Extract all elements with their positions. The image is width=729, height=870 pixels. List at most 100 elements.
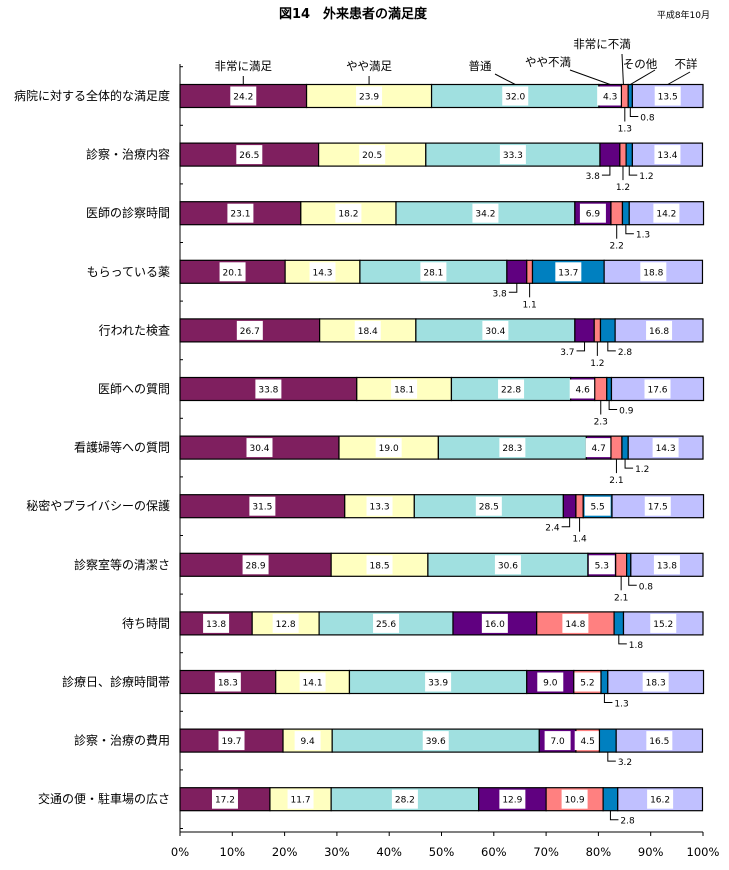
data-label: 14.8 bbox=[565, 620, 585, 630]
bar-segment bbox=[593, 318, 602, 343]
x-tick-label: 90% bbox=[638, 845, 664, 859]
bar-segment bbox=[613, 611, 625, 636]
category-label: 診療日、診療時間帯 bbox=[62, 674, 170, 689]
callout-line bbox=[625, 224, 634, 235]
data-label: 1.3 bbox=[618, 125, 632, 135]
data-label: 32.0 bbox=[505, 93, 525, 103]
data-label: 5.5 bbox=[590, 503, 604, 513]
data-label: 17.5 bbox=[648, 503, 668, 513]
data-label: 17.2 bbox=[215, 796, 235, 806]
data-label: 23.9 bbox=[359, 93, 379, 103]
legend-label: やや不満 bbox=[525, 55, 571, 69]
data-label-bg bbox=[654, 86, 681, 106]
bar-segment bbox=[575, 494, 584, 519]
data-label: 12.8 bbox=[276, 620, 296, 630]
data-label: 5.2 bbox=[580, 679, 594, 689]
data-label: 34.2 bbox=[475, 210, 495, 220]
data-label: 4.6 bbox=[576, 386, 591, 396]
data-label: 28.5 bbox=[479, 503, 499, 513]
data-label-bg bbox=[574, 731, 601, 751]
data-label: 10.9 bbox=[565, 796, 585, 806]
category-label: 医師の診察時間 bbox=[86, 205, 170, 220]
data-label: 18.3 bbox=[218, 679, 238, 689]
data-label-bg bbox=[481, 613, 508, 633]
data-label: 22.8 bbox=[501, 386, 521, 396]
data-label-bg bbox=[597, 86, 624, 106]
data-label: 3.8 bbox=[586, 172, 601, 182]
data-label: 39.6 bbox=[426, 737, 446, 747]
data-label-bg bbox=[391, 379, 418, 399]
category-label: 行われた検査 bbox=[99, 323, 170, 337]
legend-label: 非常に不満 bbox=[573, 37, 631, 51]
data-label: 2.1 bbox=[609, 476, 623, 486]
data-label-bg bbox=[366, 496, 393, 516]
data-label-bg bbox=[652, 438, 679, 458]
data-label: 13.8 bbox=[206, 620, 226, 630]
data-label: 20.1 bbox=[223, 268, 243, 278]
data-label-bg bbox=[569, 379, 596, 399]
data-label-bg bbox=[422, 731, 449, 751]
data-label: 14.3 bbox=[312, 268, 332, 278]
data-label: 12.9 bbox=[502, 796, 522, 806]
category-label: 看護婦等への質問 bbox=[74, 440, 170, 455]
data-label-bg bbox=[375, 438, 402, 458]
data-label-bg bbox=[482, 320, 509, 340]
category-label: もらっている薬 bbox=[87, 265, 170, 279]
callout-line bbox=[601, 166, 611, 176]
data-label: 19.7 bbox=[221, 737, 241, 747]
data-label-bg bbox=[646, 320, 673, 340]
data-label: 9.0 bbox=[543, 679, 558, 689]
data-label: 18.3 bbox=[646, 679, 666, 689]
data-label-bg bbox=[214, 672, 241, 692]
data-label-bg bbox=[227, 203, 254, 223]
data-label-bg bbox=[579, 203, 606, 223]
data-label: 2.8 bbox=[618, 348, 633, 358]
x-tick-label: 0% bbox=[171, 845, 189, 859]
data-label-bg bbox=[584, 496, 611, 516]
legend-leader bbox=[630, 69, 656, 85]
data-label-bg bbox=[642, 672, 669, 692]
x-tick-label: 60% bbox=[481, 845, 507, 859]
data-label-bg bbox=[494, 555, 521, 575]
data-label-bg bbox=[236, 145, 263, 165]
data-label-bg bbox=[644, 379, 671, 399]
bar-segment bbox=[610, 201, 624, 226]
data-label: 7.0 bbox=[550, 737, 565, 747]
data-label-bg bbox=[640, 262, 667, 282]
data-label-bg bbox=[219, 262, 246, 282]
data-label: 3.2 bbox=[618, 758, 632, 768]
x-tick-label: 50% bbox=[429, 845, 455, 859]
bar-segment bbox=[506, 259, 528, 284]
data-label-bg bbox=[646, 731, 673, 751]
data-label: 20.5 bbox=[362, 151, 382, 161]
x-tick-label: 80% bbox=[586, 845, 612, 859]
bars: 24.2 23.9 32.0 4.3 13.5 26.5 20.5 33.3 13.4 23.1 1… bbox=[179, 83, 705, 812]
legend-label: やや満足 bbox=[346, 59, 392, 73]
callout-line bbox=[508, 283, 518, 293]
category-label: 医師への質問 bbox=[98, 381, 170, 396]
data-label: 6.9 bbox=[586, 210, 601, 220]
data-label-bg bbox=[287, 789, 314, 809]
data-label: 3.7 bbox=[560, 348, 574, 358]
data-label-bg bbox=[544, 731, 571, 751]
bar-segment bbox=[610, 435, 623, 460]
x-tick-label: 40% bbox=[376, 845, 402, 859]
callout-line bbox=[628, 166, 638, 176]
data-label: 16.0 bbox=[485, 620, 505, 630]
data-label: 19.0 bbox=[379, 444, 399, 454]
callout-line bbox=[561, 517, 571, 528]
data-label-bg bbox=[425, 672, 452, 692]
chart-subtitle: 平成8年10月 bbox=[657, 9, 710, 21]
data-label: 28.2 bbox=[395, 796, 415, 806]
data-label: 18.8 bbox=[643, 268, 663, 278]
category-label: 交通の便・駐車場の広さ bbox=[38, 791, 170, 806]
data-label: 3.8 bbox=[492, 289, 507, 299]
legend-label: 普通 bbox=[469, 59, 492, 73]
callout-line bbox=[607, 341, 616, 352]
data-label: 33.9 bbox=[428, 679, 448, 689]
bar-segment bbox=[627, 83, 633, 109]
data-label: 16.8 bbox=[649, 327, 669, 337]
data-label: 14.2 bbox=[656, 210, 676, 220]
data-label-bg bbox=[299, 672, 326, 692]
